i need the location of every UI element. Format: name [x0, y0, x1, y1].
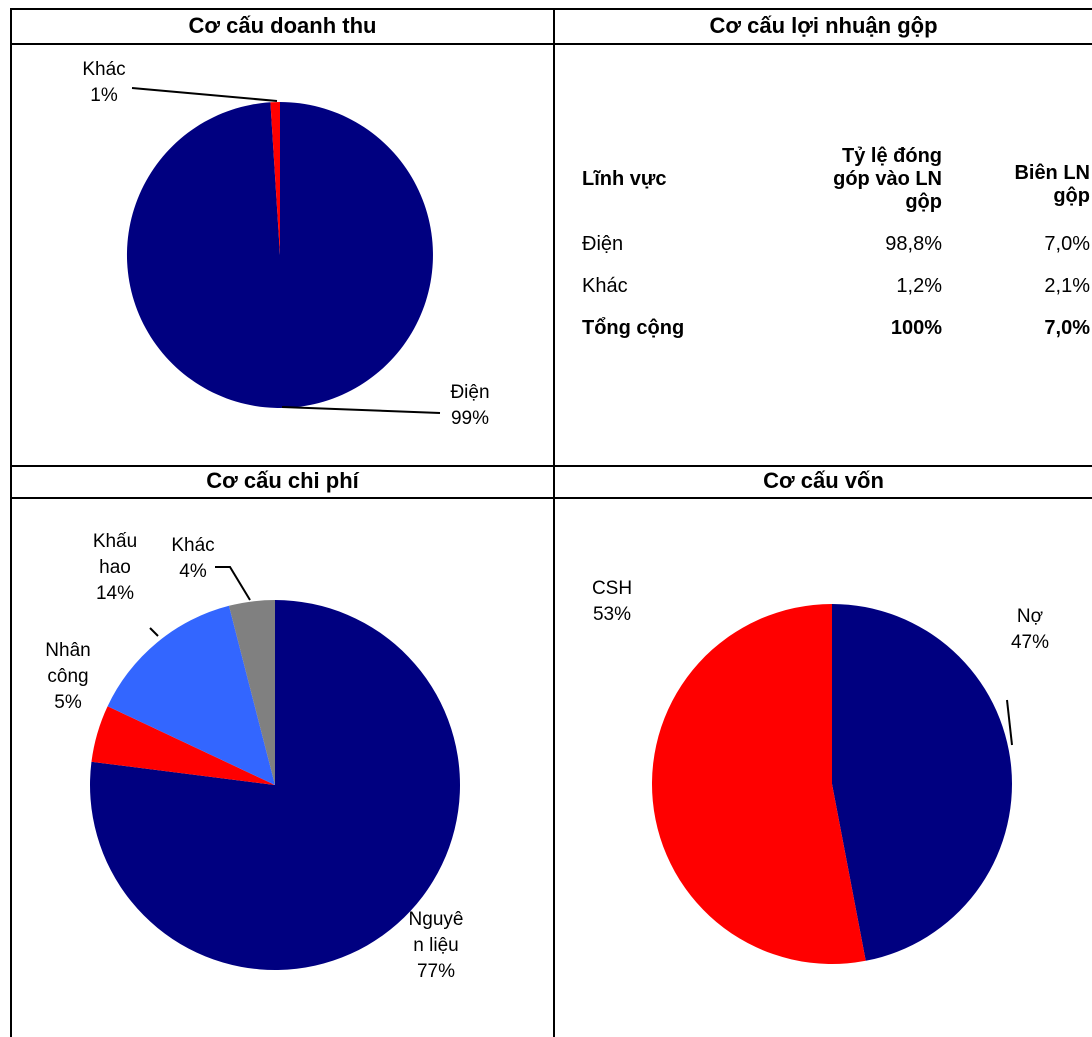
- pie-data-label: Điện 99%: [450, 382, 489, 429]
- grid-frame: [10, 8, 1092, 1037]
- pie-data-label: Nợ 47%: [1011, 606, 1049, 653]
- pie-slice-csh: [651, 603, 866, 964]
- row-share: 1,2%: [896, 275, 942, 297]
- row-name: Điện: [582, 233, 624, 255]
- row-margin: 7,0%: [1044, 317, 1090, 339]
- pie-data-label: CSH 53%: [592, 578, 632, 625]
- pie-data-label-line: 77%: [417, 961, 455, 982]
- pie-data-label-line: 53%: [593, 604, 631, 625]
- header-margin-line: gộp: [1053, 185, 1090, 207]
- row-share: 100%: [890, 317, 942, 339]
- pie-leader-line: [131, 87, 278, 102]
- pie-slice-nợ: [832, 604, 1012, 961]
- pie-data-label-line: n liệu: [413, 935, 458, 956]
- header-share-line: gộp: [905, 191, 942, 213]
- pie-data-label: Khác 1%: [82, 59, 125, 106]
- pie-slice-khác: [228, 600, 275, 785]
- pie-data-label-line: Khác: [171, 535, 214, 556]
- pie-data-label-line: 14%: [96, 583, 134, 604]
- gross-profit-title: Cơ cấu lợi nhuận gộp: [709, 13, 938, 38]
- pie-data-label: Khấu hao 14%: [93, 531, 137, 604]
- pie-data-label-line: 1%: [90, 85, 118, 106]
- divider-middle-2: [10, 497, 1092, 499]
- row-margin: 2,1%: [1044, 275, 1090, 297]
- pie-data-label: Nguyê n liệu 77%: [409, 909, 464, 982]
- pie-slice-điện: [126, 102, 433, 408]
- pie-leader-line: [281, 406, 441, 414]
- gross-profit-table: Lĩnh vực Tỷ lệ đóng góp vào LN gộp Biên …: [582, 145, 1090, 340]
- pie-leader-line: [149, 627, 159, 637]
- header-share: Tỷ lệ đóng góp vào LN gộp: [782, 145, 942, 214]
- row-name: Khác: [582, 275, 628, 297]
- pie-data-label-line: 99%: [451, 408, 489, 429]
- pie-data-label-line: 5%: [54, 692, 82, 713]
- table-row: Khác 1,2% 2,1%: [582, 256, 1090, 298]
- pie-slice-khấu-hao: [107, 605, 275, 785]
- pie-data-label-line: 47%: [1011, 632, 1049, 653]
- row-margin: 7,0%: [1044, 233, 1090, 255]
- table-total-row: Tổng cộng 100% 7,0%: [582, 298, 1090, 340]
- pie-data-label-line: hao: [99, 557, 131, 578]
- pie-slice-nguyên-liệu: [90, 600, 461, 971]
- pie-data-label-line: Khác: [82, 59, 125, 80]
- pie-data-label: Nhân công 5%: [45, 640, 90, 713]
- table-row: Điện 98,8% 7,0%: [582, 214, 1090, 256]
- pie-leader-line: [215, 566, 251, 601]
- pie-data-label-line: công: [47, 666, 88, 687]
- capital-title: Cơ cấu vốn: [763, 468, 884, 493]
- pie-data-label-line: Điện: [450, 382, 489, 403]
- pie-data-label-line: Nợ: [1017, 606, 1043, 627]
- header-share-line: Tỷ lệ đóng: [842, 145, 942, 167]
- header-margin-line: Biên LN: [1014, 162, 1090, 184]
- revenue-title: Cơ cấu doanh thu: [188, 13, 377, 38]
- pie-data-label-line: Khấu: [93, 531, 137, 552]
- pie-slice-khác: [270, 102, 280, 255]
- header-share-line: góp vào LN: [833, 168, 942, 190]
- pie-data-label-line: 4%: [179, 561, 207, 582]
- cost-title: Cơ cấu chi phí: [206, 468, 359, 493]
- pie-data-label-line: Nguyê: [409, 909, 464, 930]
- header-sector: Lĩnh vực: [582, 145, 782, 214]
- divider-middle: [10, 465, 1092, 467]
- row-name: Tổng cộng: [582, 317, 685, 339]
- pie-data-label-line: CSH: [592, 578, 632, 599]
- divider-vertical: [553, 8, 555, 1037]
- header-margin: Biên LN gộp: [942, 145, 1090, 214]
- pie-leader-line: [1006, 699, 1013, 746]
- table-header-row: Lĩnh vực Tỷ lệ đóng góp vào LN gộp Biên …: [582, 145, 1090, 214]
- row-share: 98,8%: [885, 233, 942, 255]
- header-sector-line: Lĩnh vực: [582, 168, 667, 190]
- pie-data-label-line: Nhân: [45, 640, 90, 661]
- pie-slice-nhân-công: [91, 706, 276, 785]
- pie-data-label: Khác 4%: [171, 535, 214, 582]
- divider-top: [10, 43, 1092, 45]
